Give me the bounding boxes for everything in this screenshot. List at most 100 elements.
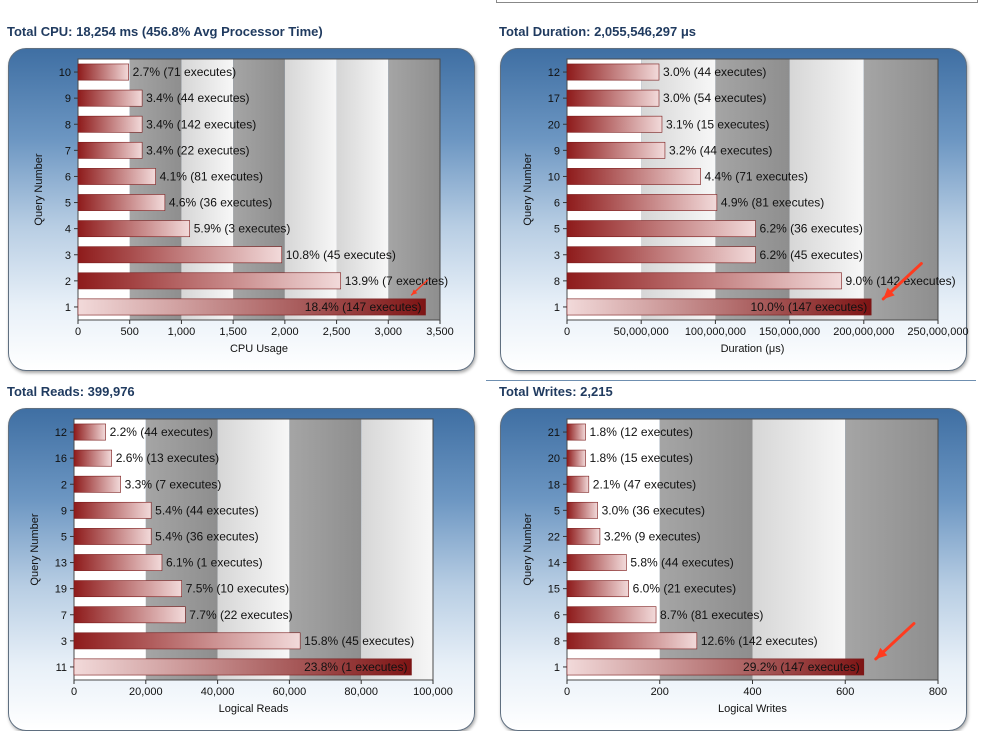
cpu-y-tick-label: 6	[65, 171, 71, 183]
duration-x-tick-label: 150,000,000	[759, 326, 820, 338]
reads-data-label: 5.4% (36 executes)	[155, 529, 258, 543]
duration-panel-title: Total Duration: 2,055,546,297 μs	[499, 24, 697, 39]
writes-x-axis-title: Logical Writes	[718, 703, 787, 715]
cpu-y-tick-label: 2	[65, 276, 71, 288]
cpu-x-tick-label: 2,500	[323, 326, 351, 338]
duration-x-tick-label: 250,000,000	[907, 326, 968, 338]
reads-data-label: 6.1% (1 executes)	[166, 556, 263, 570]
writes-plot-band	[845, 419, 938, 680]
reads-data-label: 23.8% (1 executes)	[304, 660, 407, 674]
cpu-y-tick-label: 4	[65, 224, 71, 236]
reads-data-label: 7.5% (10 executes)	[186, 582, 289, 596]
writes-y-tick-label: 21	[548, 427, 560, 439]
reads-bar	[73, 528, 152, 545]
writes-y-tick-label: 8	[554, 636, 560, 648]
writes-data-label: 12.6% (142 executes)	[701, 634, 818, 648]
duration-bar	[566, 272, 842, 290]
cpu-plot-band	[336, 59, 389, 320]
duration-bar	[566, 298, 872, 316]
reads-data-label: 2.6% (13 executes)	[116, 451, 219, 465]
cpu-bar	[77, 115, 143, 133]
writes-plot-band	[752, 419, 846, 680]
writes-y-tick-label: 5	[554, 505, 560, 517]
cpu-y-tick-label: 7	[65, 145, 71, 157]
writes-y-tick-label: 1	[554, 662, 560, 674]
cpu-y-tick-label: 3	[65, 250, 71, 262]
duration-y-tick-label: 6	[554, 198, 560, 210]
reads-bar	[73, 554, 163, 571]
reads-panel-title: Total Reads: 399,976	[7, 384, 135, 399]
cpu-data-label: 3.4% (22 executes)	[146, 143, 249, 157]
duration-data-label: 6.2% (36 executes)	[759, 222, 862, 236]
reads-y-tick-label: 19	[55, 584, 67, 596]
reads-y-tick-label: 9	[61, 505, 67, 517]
section-divider	[486, 380, 976, 381]
cpu-data-label: 18.4% (147 executes)	[305, 300, 422, 314]
reads-x-axis-title: Logical Reads	[219, 703, 289, 715]
reads-y-axis-title: Query Number	[29, 513, 41, 585]
reads-x-tick-label: 0	[71, 686, 77, 698]
cpu-bar	[77, 272, 342, 290]
reads-y-tick-label: 2	[61, 479, 67, 491]
duration-y-tick-label: 5	[554, 224, 560, 236]
reads-bar	[73, 580, 182, 598]
cpu-bar	[77, 141, 143, 159]
cpu-y-tick-label: 1	[65, 302, 71, 314]
duration-bar	[566, 63, 660, 81]
duration-bar	[566, 89, 660, 107]
writes-data-label: 29.2% (147 executes)	[743, 660, 860, 674]
duration-x-tick-label: 0	[564, 326, 570, 338]
writes-data-label: 8.7% (81 executes)	[660, 608, 763, 622]
duration-data-label: 3.2% (44 executes)	[669, 143, 772, 157]
writes-data-label: 5.8% (44 executes)	[630, 556, 733, 570]
writes-x-tick-label: 600	[836, 686, 854, 698]
writes-x-tick-label: 400	[743, 686, 761, 698]
writes-y-tick-label: 6	[554, 610, 560, 622]
cpu-x-tick-label: 3,000	[375, 326, 403, 338]
cpu-y-axis-title: Query Number	[33, 153, 45, 225]
writes-bar	[566, 528, 601, 545]
duration-y-tick-label: 1	[554, 302, 560, 314]
writes-bar	[566, 501, 598, 519]
duration-y-tick-label: 10	[548, 171, 560, 183]
writes-y-tick-label: 22	[548, 531, 560, 543]
duration-data-label: 6.2% (45 executes)	[759, 248, 862, 262]
reads-chart: 0 20,000 40,000 60,000 80,000 100,000 Logical …	[29, 418, 453, 715]
cpu-bar	[77, 220, 191, 238]
duration-bar	[566, 246, 756, 264]
cpu-y-tick-label: 5	[65, 198, 71, 210]
duration-arrow-head	[883, 287, 895, 299]
reads-bar	[73, 632, 301, 650]
cpu-plot-border	[77, 58, 441, 321]
cpu-bar	[77, 168, 156, 185]
reads-bar	[73, 658, 412, 676]
writes-data-label: 6.0% (21 executes)	[633, 582, 736, 596]
writes-bar	[566, 475, 590, 493]
writes-data-label: 1.8% (15 executes)	[590, 451, 693, 465]
duration-y-tick-label: 12	[548, 67, 560, 79]
writes-bar	[566, 423, 586, 441]
reads-bar	[73, 606, 186, 624]
writes-arrow-head	[875, 647, 888, 659]
writes-y-tick-label: 15	[548, 584, 560, 596]
reads-data-label: 15.8% (45 executes)	[304, 634, 414, 648]
duration-x-tick-label: 100,000,000	[685, 326, 746, 338]
reads-data-label: 7.7% (22 executes)	[189, 608, 292, 622]
reads-y-tick-label: 3	[61, 636, 67, 648]
reads-bar	[73, 423, 106, 441]
cpu-y-tick-label: 9	[65, 93, 71, 105]
reads-data-label: 3.3% (7 executes)	[125, 477, 222, 491]
cpu-bar	[77, 89, 143, 107]
writes-x-tick-label: 800	[929, 686, 947, 698]
reads-x-tick-label: 40,000	[201, 686, 235, 698]
cpu-y-tick-label: 8	[65, 119, 71, 131]
writes-y-tick-label: 14	[548, 558, 560, 570]
writes-x-tick-label: 200	[651, 686, 669, 698]
writes-panel-title: Total Writes: 2,215	[499, 384, 613, 399]
writes-y-tick-label: 20	[548, 453, 560, 465]
writes-bar	[566, 658, 865, 676]
cpu-x-tick-label: 1,500	[219, 326, 247, 338]
writes-bar	[566, 449, 586, 467]
duration-data-label: 10.0% (147 executes)	[750, 300, 867, 314]
